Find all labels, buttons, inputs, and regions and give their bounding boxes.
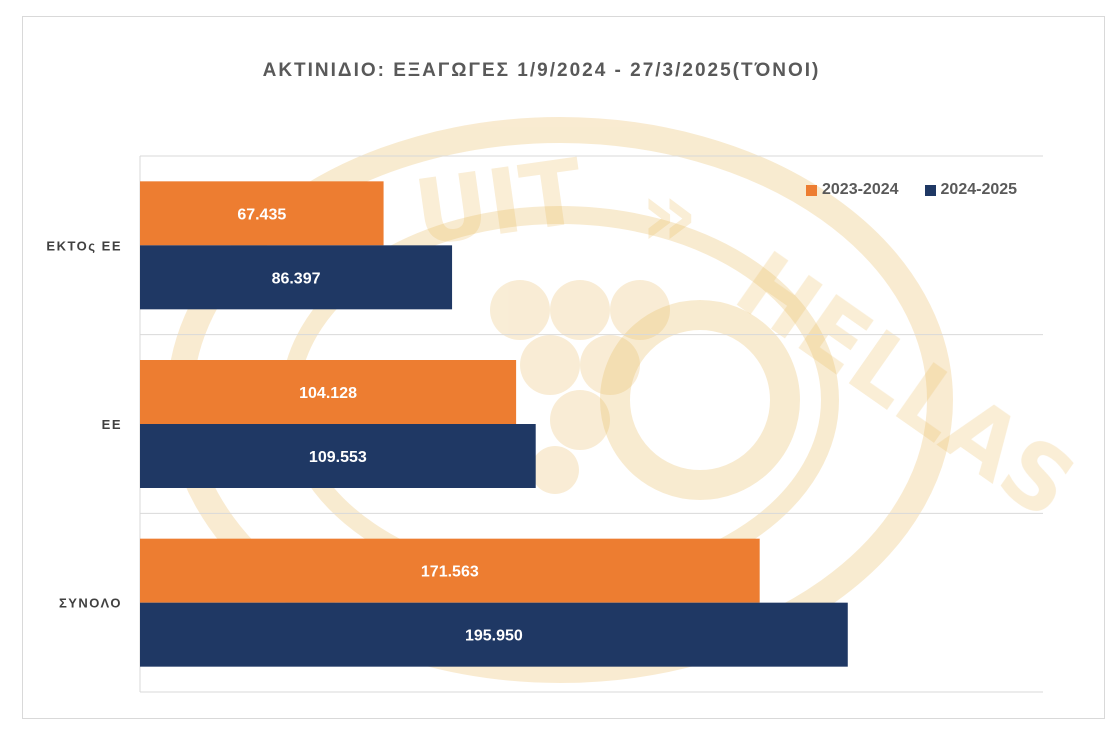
category-label: ΕΚΤΟς ΕΕ xyxy=(46,238,122,253)
data-label: 171.563 xyxy=(421,564,479,581)
legend-item-2024-2025: 2024-2025 xyxy=(924,181,1018,199)
bar-2023-2024 xyxy=(140,538,760,603)
chart-title: ΑΚΤΙΝΙΔΙΟ: ΕΞΑΓΩΓΕΣ 1/9/2024 - 27/3/2025… xyxy=(262,60,821,81)
legend-item-2023-2024: 2023-2024 xyxy=(806,181,899,199)
svg-text:»: » xyxy=(640,162,698,267)
legend: 2023-2024 2024-2025 xyxy=(806,181,1017,199)
data-label: 195.950 xyxy=(465,628,523,645)
data-label: 104.128 xyxy=(299,385,357,402)
bar-2024-2025 xyxy=(140,602,848,667)
bar-2023-2024 xyxy=(140,181,384,246)
legend-label-2023-2024: 2023-2024 xyxy=(822,181,899,198)
bar-2024-2025 xyxy=(140,245,453,310)
data-label: 86.397 xyxy=(272,270,321,287)
data-label: 67.435 xyxy=(237,206,286,223)
category-label: ΣΥΝΟΛΟ xyxy=(59,596,122,611)
category-label: ΕΕ xyxy=(102,417,122,432)
legend-swatch-2024-2025 xyxy=(924,184,936,196)
bar-2024-2025 xyxy=(140,424,536,488)
legend-label-2024-2025: 2024-2025 xyxy=(940,181,1018,198)
data-label: 109.553 xyxy=(309,449,367,466)
legend-swatch-2023-2024 xyxy=(806,184,817,196)
bar-2023-2024 xyxy=(140,360,517,424)
